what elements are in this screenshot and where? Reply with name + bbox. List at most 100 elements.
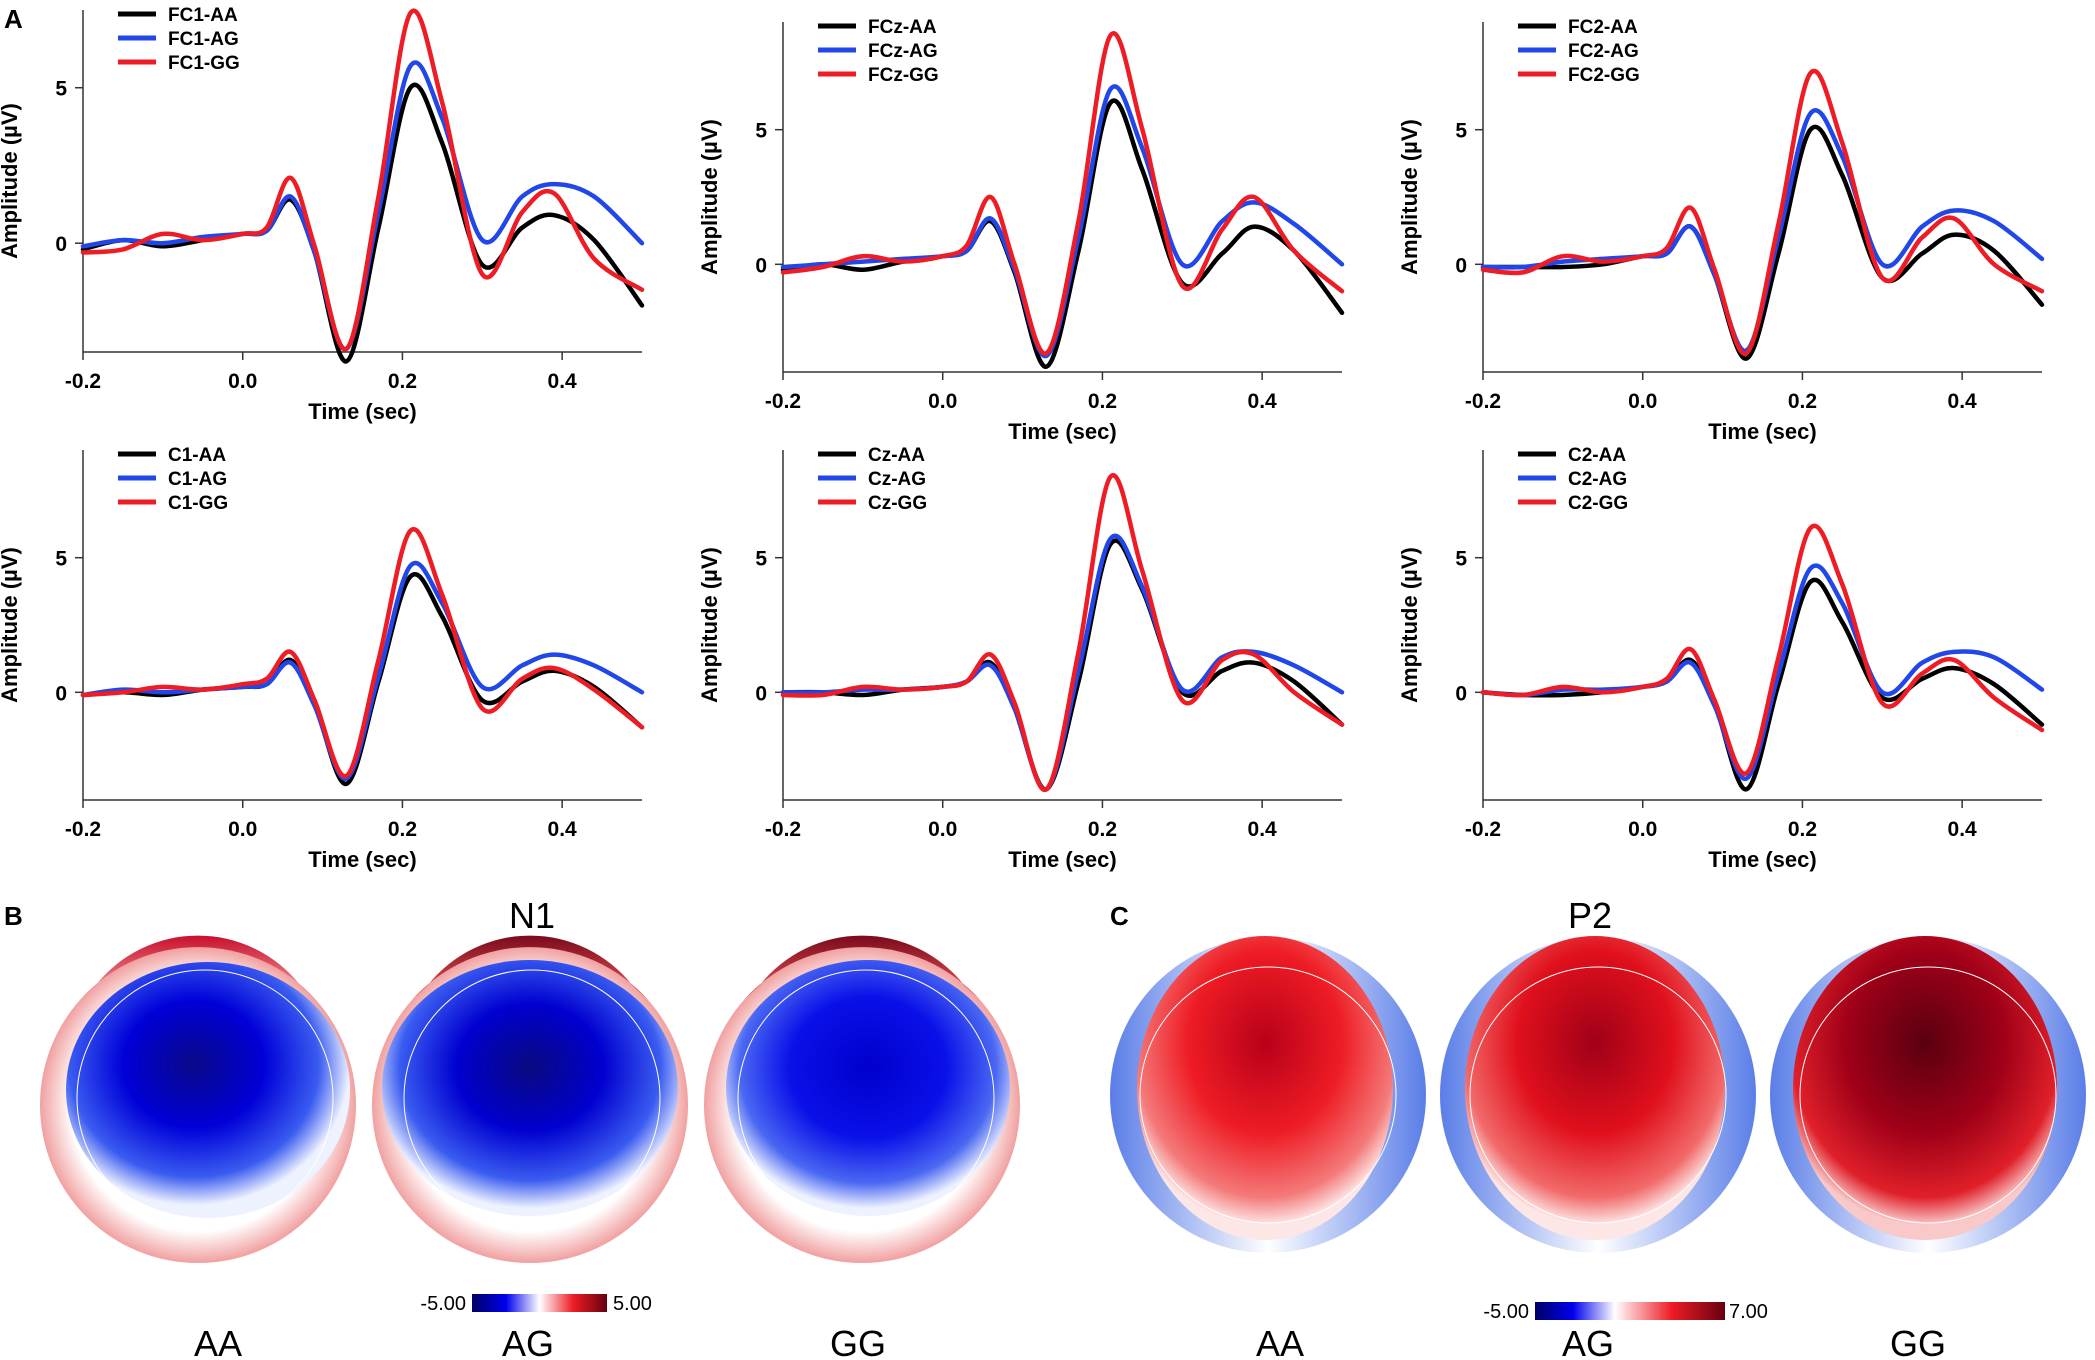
y-tick-label: 5 [755,548,767,571]
legend-label: C2-AA [1568,445,1626,466]
y-tick-label: 5 [1455,120,1467,143]
y-tick-label: 5 [55,548,67,571]
x-tick-label: 0.4 [548,370,578,393]
y-axis-label: Amplitude (µV) [697,119,722,275]
y-tick-label: 5 [755,120,767,143]
erp-chart-c2: -0.2 0.0 0.2 0.4 0 5 Time (sec) Amplitude (µV) C… [1397,445,2045,872]
x-axis-label: Time (sec) [1708,847,1816,872]
topomap-label-p2-ag: AG [1562,1323,1614,1360]
x-tick-label: 0.2 [1088,390,1117,413]
legend-label: C1-GG [168,493,228,514]
series-line-ag [1480,108,2045,353]
legend-label: Cz-GG [868,493,927,514]
legend-label: C2-AG [1568,469,1627,490]
x-tick-label: 0.4 [548,818,578,841]
legend-label: C2-GG [1568,493,1628,514]
x-tick-label: -0.2 [765,818,801,841]
y-tick-label: 0 [55,682,67,705]
series-line-aa [1480,577,2045,792]
y-axis-label: Amplitude (µV) [1397,119,1422,275]
legend-label: Cz-AA [868,445,925,466]
x-tick-label: 0.4 [1248,818,1278,841]
colorbar-p2-gradient [1535,1302,1725,1320]
legend-label: FCz-AA [868,17,937,38]
erp-chart-cz: -0.2 0.0 0.2 0.4 0 5 Time (sec) Amplitude (µV) C… [697,445,1345,872]
y-tick-label: 0 [1455,254,1467,277]
legend-label: C1-AA [168,445,226,466]
y-axis-label: Amplitude (µV) [1397,547,1422,703]
series-line-gg [1480,68,2045,356]
legend-label: FC1-AA [168,5,238,26]
series-line-gg [780,31,1345,356]
legend-label: FC2-GG [1568,65,1640,86]
legend-label: FC2-AA [1568,17,1638,38]
x-tick-label: 0.0 [1628,390,1657,413]
y-axis-label: Amplitude (µV) [0,103,22,259]
x-axis-label: Time (sec) [308,399,416,424]
y-axis-label: Amplitude (µV) [697,547,722,703]
legend-label: C1-AG [168,469,227,490]
colorbar-p2-min: -5.00 [1483,1301,1529,1323]
y-tick-label: 0 [755,254,767,277]
x-tick-label: 0.0 [228,370,257,393]
colorbar-n1: -5.00 5.00 [420,1293,652,1315]
series-line-gg [80,526,645,779]
topomap-p2-gg [1770,936,2086,1253]
topomap-label-n1-aa: AA [194,1323,242,1360]
x-tick-label: 0.2 [1788,390,1817,413]
y-tick-label: 5 [55,78,67,101]
topomap-n1-gg [704,935,1020,1263]
colorbar-p2: -5.00 7.00 [1483,1301,1768,1323]
y-tick-label: 5 [1455,548,1467,571]
x-tick-label: 0.0 [228,818,257,841]
topomap-label-n1-ag: AG [502,1323,554,1360]
series-line-aa [80,572,645,787]
colorbar-n1-max: 5.00 [613,1293,652,1315]
erp-chart-c1: -0.2 0.0 0.2 0.4 0 5 Time (sec) Amplitude (µV) C… [0,445,645,872]
x-tick-label: 0.2 [1088,818,1117,841]
y-axis-label: Amplitude (µV) [0,547,22,703]
x-tick-label: 0.2 [1788,818,1817,841]
topomap-n1-ag [372,935,688,1263]
x-tick-label: -0.2 [765,390,801,413]
panel-label-b: B [4,901,23,931]
topomap-panel-p2: P2 -5.00 7.00 AA AG GG [1110,895,2086,1360]
legend-label: FC1-GG [168,53,240,74]
topomap-label-p2-aa: AA [1256,1323,1304,1360]
x-axis-label: Time (sec) [1708,419,1816,444]
x-tick-label: 0.4 [1948,818,1978,841]
x-tick-label: 0.0 [928,818,957,841]
erp-chart-fcz: -0.2 0.0 0.2 0.4 0 5 Time (sec) Amplitude (µV) F… [697,17,1345,444]
x-tick-label: -0.2 [65,370,101,393]
x-tick-label: 0.2 [388,818,417,841]
panel-label-c: C [1110,901,1129,931]
x-axis-label: Time (sec) [1008,847,1116,872]
series-line-aa [80,82,645,364]
series-line-ag [80,60,645,352]
series-line-gg [80,8,645,352]
legend-label: Cz-AG [868,469,926,490]
topomap-p2-ag [1440,936,1756,1253]
series-line-aa [780,98,1345,369]
x-tick-label: 0.4 [1948,390,1978,413]
x-tick-label: 0.4 [1248,390,1278,413]
topomap-label-p2-gg: GG [1890,1323,1946,1360]
y-tick-label: 0 [755,682,767,705]
x-tick-label: -0.2 [1465,390,1501,413]
erp-chart-fc2: -0.2 0.0 0.2 0.4 0 5 Time (sec) Amplitude (µV) F… [1397,17,2045,444]
colorbar-n1-min: -5.00 [420,1293,466,1315]
x-tick-label: 0.0 [1628,818,1657,841]
series-line-aa [1480,124,2045,361]
legend-label: FCz-GG [868,65,939,86]
colorbar-p2-max: 7.00 [1729,1301,1768,1323]
legend-label: FCz-AG [868,41,938,62]
x-tick-label: -0.2 [1465,818,1501,841]
topomap-label-n1-gg: GG [830,1323,886,1360]
x-tick-label: -0.2 [65,818,101,841]
x-tick-label: 0.0 [928,390,957,413]
x-axis-label: Time (sec) [1008,419,1116,444]
legend-label: FC1-AG [168,29,239,50]
panel-label-a: A [4,4,23,34]
x-tick-label: 0.2 [388,370,417,393]
